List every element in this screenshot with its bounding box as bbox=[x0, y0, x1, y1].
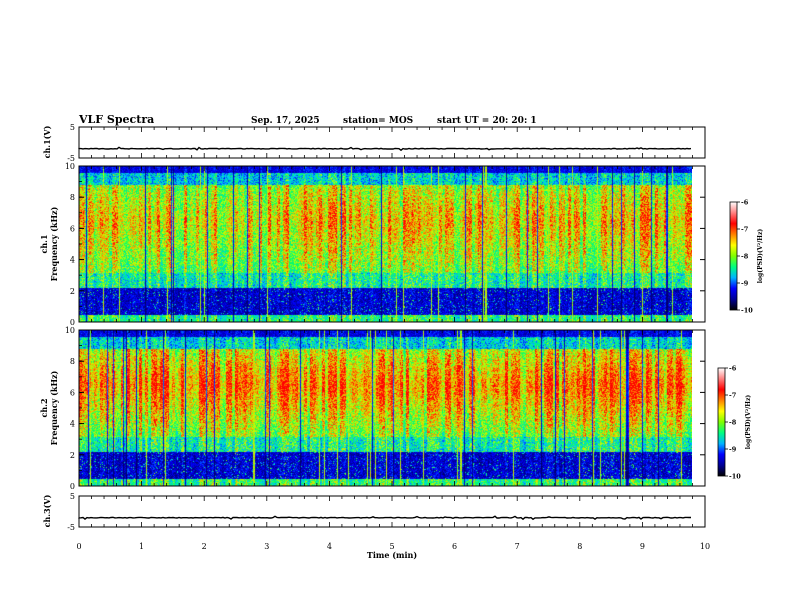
panel-ch2-spectrogram-image bbox=[79, 330, 692, 486]
panel-ch2-spectrogram-ytick-label: 6 bbox=[70, 388, 75, 397]
x-axis-label: Time (min) bbox=[367, 550, 417, 560]
station-label: station= MOS bbox=[343, 116, 413, 126]
panel-ch2-spectrogram-colorbar-tick-label: -6 bbox=[729, 365, 737, 373]
panel-ch3-voltage-ytick-label: -5 bbox=[67, 523, 75, 532]
panel-ch2-spectrogram-ytick-label: 2 bbox=[70, 451, 75, 460]
ch3-voltage-ylabel: ch.3(V) bbox=[42, 494, 52, 527]
panel-ch1-voltage-ytick-label: -5 bbox=[67, 154, 75, 163]
panel-ch1-spectrogram-ytick-label: 0 bbox=[70, 318, 75, 327]
colorbar-ch2-ramp bbox=[717, 367, 726, 477]
panel-ch1-spectrogram-ytick-label: 10 bbox=[65, 162, 75, 171]
panel-ch1-voltage-trace bbox=[78, 146, 692, 152]
panel-ch3-voltage: 5 -5 ch.3(V) bbox=[42, 492, 706, 532]
ch2-spectrogram-ylabel-channel: ch.2 bbox=[39, 398, 49, 417]
panel-ch2-spectrogram-colorbar-tick-label: -7 bbox=[729, 392, 736, 400]
panel-ch3-voltage-trace bbox=[78, 515, 691, 521]
x-axis-tick-label: 3 bbox=[264, 542, 269, 551]
colorbar-ch1-ramp bbox=[729, 201, 738, 311]
panel-ch2-spectrogram-ytick-label: 8 bbox=[70, 357, 75, 366]
x-axis-tick-label: 2 bbox=[202, 542, 207, 551]
panel-ch1-spectrogram-ytick-label: 6 bbox=[70, 224, 75, 233]
panel-ch1-spectrogram: 0 2 4 6 8 10 ch.1 Frequency (kHz) bbox=[39, 162, 706, 327]
panel-ch2-spectrogram-colorbar-tick-label: -8 bbox=[729, 419, 737, 427]
colorbar-ch1-label: log(PSD)(V²/Hz) bbox=[757, 229, 764, 284]
x-axis-tick-label: 5 bbox=[389, 542, 394, 551]
colorbar-ch2-label: log(PSD)(V²/Hz) bbox=[745, 395, 752, 450]
colorbar-ch2: -6 -7 -8 -9 -10 log(PSD)(V²/Hz) bbox=[717, 365, 752, 481]
x-axis-tick-label: 1 bbox=[139, 542, 144, 551]
panel-ch1-spectrogram-ytick-label: 8 bbox=[70, 193, 75, 202]
start-time-label: start UT = 20: 20: 1 bbox=[437, 116, 537, 126]
panel-ch1-voltage: 5 -5 ch.1(V) bbox=[42, 123, 706, 163]
panel-ch1-spectrogram-colorbar-tick-label: -8 bbox=[741, 253, 749, 261]
panel-ch2-spectrogram-ytick-label: 0 bbox=[70, 482, 75, 491]
panel-ch2-spectrogram-colorbar-tick-label: -10 bbox=[729, 473, 741, 481]
panel-ch2-spectrogram-ytick-label: 10 bbox=[65, 326, 75, 335]
x-axis: 0 1 2 3 4 5 6 7 8 9 10 bbox=[76, 542, 710, 551]
ch2-spectrogram-ylabel-frequency: Frequency (kHz) bbox=[49, 370, 59, 445]
panel-ch2-spectrogram-colorbar-tick-label: -9 bbox=[729, 446, 737, 454]
panel-ch3-voltage-ytick-label: 5 bbox=[70, 492, 75, 501]
x-axis-tick-label: 4 bbox=[327, 542, 332, 551]
panel-ch1-spectrogram-image bbox=[79, 166, 692, 322]
panel-ch1-spectrogram-ytick-label: 4 bbox=[70, 256, 75, 265]
figure-title: VLF Spectra bbox=[78, 113, 154, 126]
x-axis-tick-label: 9 bbox=[640, 542, 645, 551]
x-axis-tick-label: 10 bbox=[700, 542, 710, 551]
x-axis-tick-label: 8 bbox=[577, 542, 582, 551]
x-axis-tick-label: 6 bbox=[452, 542, 457, 551]
ch1-voltage-ylabel: ch.1(V) bbox=[42, 125, 52, 158]
panel-ch2-spectrogram: 0 2 4 6 8 10 ch.2 Frequency (kHz) bbox=[39, 326, 706, 491]
date-label: Sep. 17, 2025 bbox=[251, 116, 320, 126]
panel-ch1-spectrogram-colorbar-tick-label: -7 bbox=[741, 226, 748, 234]
panel-ch1-spectrogram-ytick-label: 2 bbox=[70, 287, 75, 296]
panel-ch1-spectrogram-colorbar-tick-label: -6 bbox=[741, 199, 749, 207]
colorbar-ch1: -6 -7 -8 -9 -10 log(PSD)(V²/Hz) bbox=[729, 199, 764, 315]
panel-ch1-voltage-ytick-label: 5 bbox=[70, 123, 75, 132]
panel-ch1-spectrogram-colorbar-tick-label: -9 bbox=[741, 280, 749, 288]
x-axis-tick-label: 0 bbox=[76, 542, 81, 551]
x-axis-tick-label: 7 bbox=[515, 542, 520, 551]
panel-ch2-spectrogram-ytick-label: 4 bbox=[70, 420, 75, 429]
ch1-spectrogram-ylabel-frequency: Frequency (kHz) bbox=[49, 206, 59, 281]
ch1-spectrogram-ylabel-channel: ch.1 bbox=[39, 234, 49, 253]
panel-ch1-spectrogram-colorbar-tick-label: -10 bbox=[741, 307, 753, 315]
